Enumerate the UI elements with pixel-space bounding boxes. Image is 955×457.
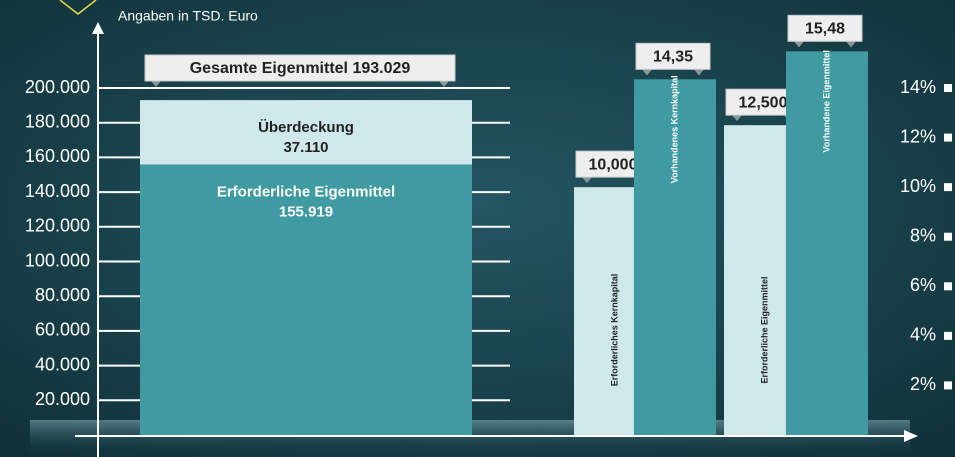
label-pin (846, 41, 856, 48)
y2-tick-mark (944, 381, 952, 390)
ratio-category: Vorhandene Eigenmittel (821, 50, 831, 152)
y-tick-label: 60.000 (35, 320, 90, 340)
y2-tick-mark (944, 282, 952, 291)
total-label: Gesamte Eigenmittel 193.029 (190, 60, 411, 77)
y-tick-label: 80.000 (35, 285, 90, 305)
y2-tick-mark (944, 331, 952, 340)
label-pin (151, 81, 161, 87)
label-pin (694, 69, 704, 76)
ratio-value-label: 14,35 (653, 49, 693, 66)
label-pin (794, 41, 804, 48)
y-tick-label: 40.000 (35, 354, 90, 374)
ratio-category: Erforderliche Eigenmittel (759, 276, 769, 383)
corner-chevron (59, 0, 97, 15)
total-label-box (144, 54, 456, 82)
y-tick-label: 160.000 (25, 146, 90, 166)
label-pin (439, 81, 449, 87)
label-pin (582, 177, 592, 184)
ratio-value-label-box (635, 42, 711, 70)
ratio-bar (634, 79, 716, 435)
y-tick-label: 180.000 (25, 111, 90, 131)
y2-tick-mark (944, 232, 952, 241)
ratio-value-label-box (787, 14, 863, 42)
ratio-value-label: 12,500 (739, 94, 788, 111)
y-tick-label: 120.000 (25, 216, 90, 236)
label-pin (642, 69, 652, 76)
y-tick-label: 200.000 (25, 77, 90, 97)
y2-tick-label: 14% (900, 77, 936, 97)
ratio-value-label: 15,48 (805, 21, 845, 38)
y-axis-arrow (92, 22, 104, 34)
y-tick-label: 20.000 (35, 389, 90, 409)
y2-tick-mark (944, 183, 952, 192)
y2-tick-label: 10% (900, 176, 936, 196)
x-axis-arrow (904, 430, 918, 442)
stack-segment (140, 100, 472, 165)
ratio-category: Erforderliches Kernkapital (609, 274, 619, 387)
segment-name: Überdeckung (258, 119, 354, 136)
y2-tick-mark (944, 84, 952, 92)
ratio-bar (786, 51, 868, 436)
stack-segment (140, 164, 472, 435)
ratio-category: Vorhandenes Kernkapital (669, 75, 679, 183)
y2-tick-label: 6% (910, 275, 936, 295)
y2-tick-mark (944, 133, 952, 142)
segment-value: 155.919 (279, 203, 333, 220)
y2-tick-label: 8% (910, 225, 936, 245)
subtitle: Angaben in TSD. Euro (118, 8, 258, 24)
y-tick-label: 140.000 (25, 181, 90, 201)
y2-tick-label: 2% (910, 374, 936, 394)
y2-tick-label: 4% (910, 325, 936, 345)
y2-tick-label: 12% (900, 126, 936, 146)
y-tick-label: 100.000 (25, 250, 90, 270)
segment-name: Erforderliche Eigenmittel (217, 183, 395, 200)
segment-value: 37.110 (283, 139, 328, 156)
ratio-value-label: 10,000 (589, 156, 638, 173)
label-pin (732, 115, 742, 122)
